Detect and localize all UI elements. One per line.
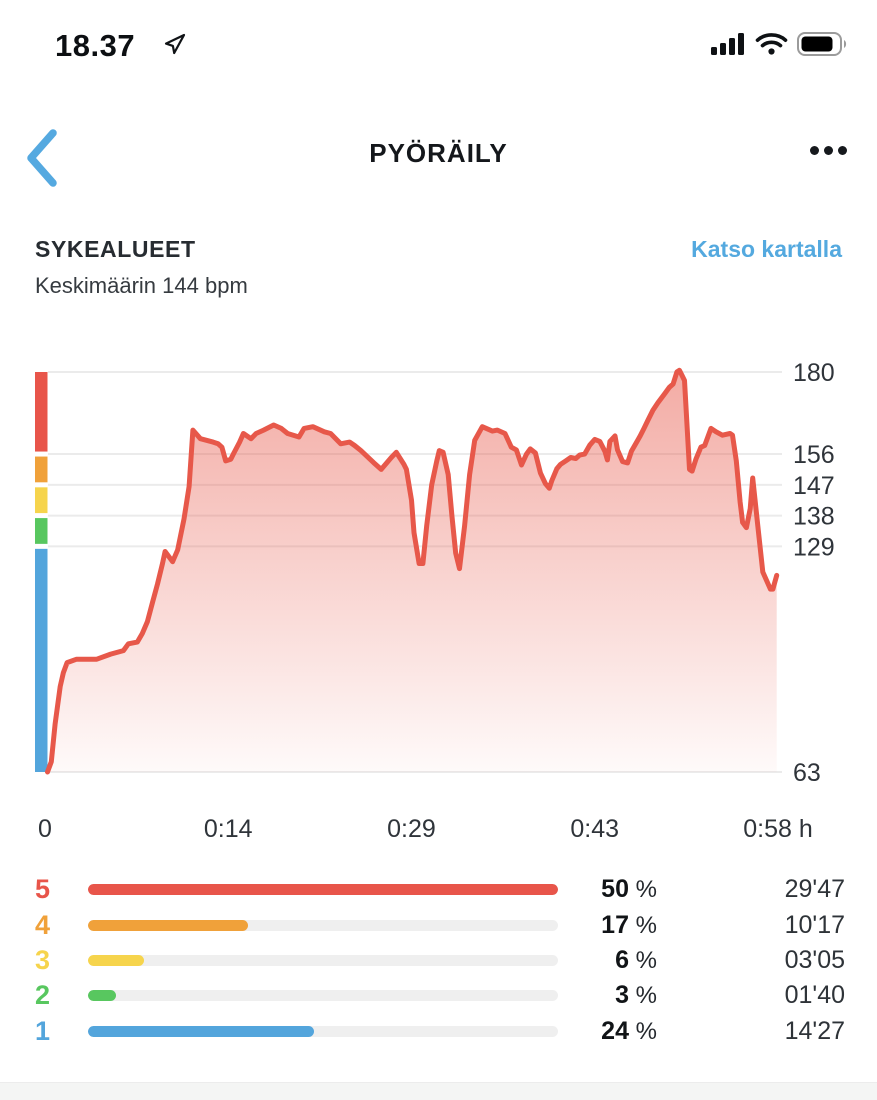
svg-text:0:43: 0:43 bbox=[570, 815, 619, 843]
svg-text:0: 0 bbox=[38, 815, 52, 843]
zone-bar-track bbox=[88, 954, 558, 966]
zone-percent: 3 % bbox=[615, 981, 657, 1010]
location-arrow-icon bbox=[163, 32, 187, 61]
svg-text:156: 156 bbox=[793, 441, 835, 469]
svg-text:0:29: 0:29 bbox=[387, 815, 436, 843]
zone-row: 5 50 % 29'47 bbox=[35, 872, 845, 907]
zone-percent: 50 % bbox=[601, 875, 657, 904]
zone-time: 01'40 bbox=[784, 981, 845, 1010]
average-bpm-text: Keskimäärin 144 bpm bbox=[35, 273, 248, 298]
svg-text:0:14: 0:14 bbox=[204, 815, 253, 843]
svg-text:0:58 h: 0:58 h bbox=[743, 815, 813, 843]
heart-rate-chart: 180 156 147 138 129 63 0 0:14 0:29 0:43 0:58 h bbox=[0, 355, 877, 850]
svg-text:147: 147 bbox=[793, 472, 835, 500]
zone-time: 10'17 bbox=[784, 910, 845, 939]
zone-number: 1 bbox=[35, 1015, 51, 1046]
svg-text:180: 180 bbox=[793, 359, 835, 387]
home-indicator-bar bbox=[0, 1082, 877, 1100]
zone-bar-track bbox=[88, 990, 558, 1002]
svg-text:63: 63 bbox=[793, 759, 821, 787]
view-on-map-link[interactable]: Katso kartalla bbox=[691, 236, 842, 262]
zone-number: 4 bbox=[35, 909, 51, 940]
zone-row: 3 6 % 03'05 bbox=[35, 943, 845, 978]
zone-bar-fill bbox=[88, 1025, 314, 1037]
zone-percent: 24 % bbox=[601, 1016, 657, 1045]
nav-header: PYÖRÄILY bbox=[0, 118, 877, 194]
zone-time: 14'27 bbox=[784, 1016, 845, 1045]
zone-number: 2 bbox=[35, 980, 51, 1011]
zone-number: 5 bbox=[35, 874, 51, 905]
ellipsis-icon bbox=[810, 146, 847, 155]
back-button[interactable] bbox=[20, 124, 62, 195]
zone-bar-track bbox=[88, 1025, 558, 1037]
chevron-left-icon bbox=[24, 129, 58, 191]
zone-bar-fill bbox=[88, 884, 558, 896]
section-title: SYKEALUEET bbox=[35, 236, 196, 262]
zone-row: 2 3 % 01'40 bbox=[35, 978, 845, 1013]
page-title: PYÖRÄILY bbox=[369, 138, 508, 168]
status-bar: 18.37 bbox=[0, 26, 877, 72]
zone-row: 1 24 % 14'27 bbox=[35, 1014, 845, 1049]
zone-row: 4 17 % 10'17 bbox=[35, 907, 845, 942]
wifi-icon bbox=[755, 32, 788, 61]
zone-bar-fill bbox=[88, 919, 248, 931]
svg-text:129: 129 bbox=[793, 533, 835, 561]
cellular-signal-icon bbox=[711, 32, 746, 61]
zone-bar-fill bbox=[88, 990, 117, 1002]
zone-bar-track bbox=[88, 884, 558, 896]
zone-summary-list: 5 50 % 29'47 4 17 % 10'17 3 6 % 03'05 2 … bbox=[35, 872, 845, 1049]
zone-number: 3 bbox=[35, 944, 51, 975]
zone-time: 03'05 bbox=[784, 945, 845, 974]
battery-icon bbox=[797, 32, 849, 61]
zone-percent: 6 % bbox=[615, 945, 657, 974]
svg-text:138: 138 bbox=[793, 503, 835, 531]
zone-time: 29'47 bbox=[784, 875, 845, 904]
zone-percent: 17 % bbox=[601, 910, 657, 939]
more-options-button[interactable] bbox=[808, 140, 849, 161]
section-header: SYKEALUEET Katso kartalla Keskimäärin 14… bbox=[35, 236, 842, 299]
status-time: 18.37 bbox=[55, 28, 136, 63]
zone-bar-fill bbox=[88, 954, 145, 966]
zone-bar-track bbox=[88, 919, 558, 931]
